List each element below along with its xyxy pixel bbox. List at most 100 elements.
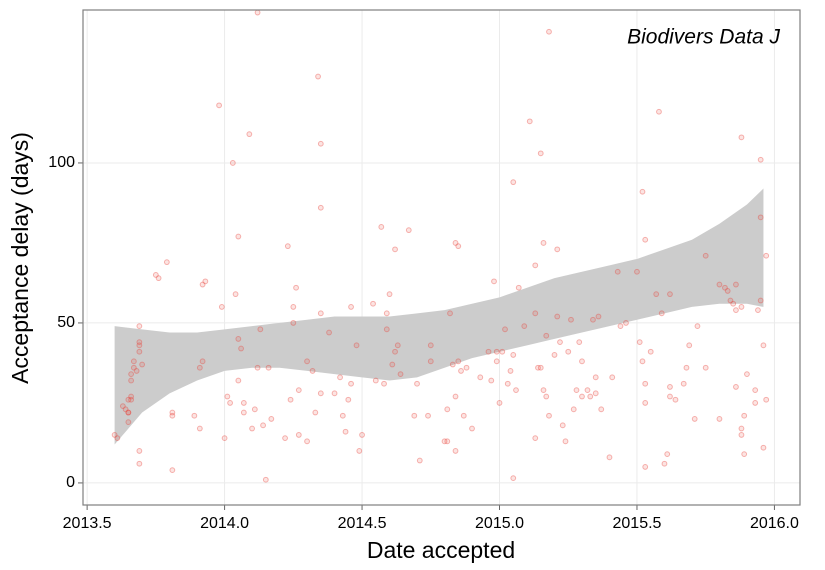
x-tick-label: 2014.0 [200,515,249,532]
point [227,400,233,406]
point [383,326,390,333]
point [537,150,544,157]
point [741,451,748,458]
point [136,342,143,349]
point [169,412,176,419]
point [460,412,467,419]
point [342,428,349,435]
point [592,390,599,397]
point [331,390,338,397]
point [265,364,272,371]
point [130,364,137,371]
point [326,329,332,336]
x-axis-title: Date accepted [367,537,515,563]
point [763,396,770,403]
point [760,444,767,451]
point [295,387,302,394]
point [760,342,767,349]
point [584,387,591,394]
point [240,409,247,416]
point [554,313,561,320]
point [455,243,462,250]
point [738,425,745,432]
point [249,425,255,432]
point [513,387,519,394]
point [246,131,253,138]
point [724,288,731,294]
point [202,278,209,285]
point [199,358,206,365]
point [232,291,239,298]
point [136,348,143,355]
point [392,246,398,253]
point [455,358,462,365]
point [680,380,687,387]
point [755,307,761,314]
point [763,252,770,259]
point [469,425,475,432]
point [702,252,709,259]
point [317,140,324,147]
point [254,9,261,16]
point [590,316,596,323]
point [284,243,291,250]
point [642,464,649,470]
point [757,297,764,304]
point [345,396,352,403]
point [128,377,135,384]
point [634,268,640,275]
point [540,240,547,246]
point [317,310,324,317]
point [738,432,745,438]
point [444,438,451,445]
point [507,368,514,374]
point [606,454,613,461]
point [757,214,764,221]
y-tick-label: 50 [57,314,75,331]
point [139,361,146,368]
point [169,467,176,474]
point [251,406,258,413]
annotation: Biodivers Data J [627,26,780,49]
point [304,358,310,365]
point [733,384,739,390]
point [262,476,269,483]
y-axis-title: Acceptance delay (days) [7,132,33,384]
point [348,304,354,310]
point [554,246,561,253]
point [587,393,594,400]
point [579,358,585,365]
point [521,323,528,330]
point [196,425,203,432]
point [293,284,299,291]
point [447,310,453,317]
point [378,224,385,230]
point [136,448,143,454]
x-tick-label: 2013.5 [63,515,112,532]
point [125,409,132,416]
point [504,380,511,387]
point [559,422,566,429]
point [309,368,316,374]
point [370,300,376,307]
y-tick-label: 0 [66,474,75,491]
point [595,313,602,320]
point [315,73,321,80]
point [224,393,231,400]
point [458,368,464,374]
point [573,387,580,394]
point [738,304,745,310]
point [425,412,431,419]
point [686,342,693,349]
point [152,272,159,278]
point [169,409,176,416]
point [235,377,242,384]
point [452,448,459,454]
point [444,406,451,413]
point [672,396,679,403]
point [565,348,572,355]
point [383,310,390,317]
point [392,348,398,355]
point [526,118,533,125]
